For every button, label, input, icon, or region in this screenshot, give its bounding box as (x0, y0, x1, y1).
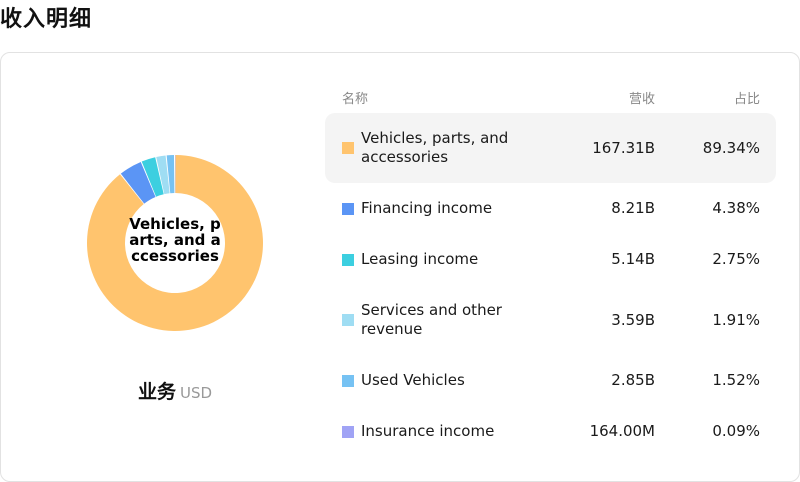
legend-swatch (342, 426, 354, 438)
header-revenue: 营收 (628, 92, 655, 107)
row-revenue: 2.85B (611, 371, 655, 389)
table-row[interactable]: Services and other revenue 3.59B 1.91% (325, 285, 776, 355)
legend-swatch (342, 142, 354, 154)
row-name: Financing income (361, 199, 493, 217)
row-share: 1.91% (712, 311, 760, 329)
row-name: Services and other revenue (361, 301, 502, 338)
legend-swatch (342, 203, 354, 215)
row-share: 0.09% (712, 422, 760, 440)
row-revenue: 8.21B (611, 199, 655, 217)
row-share: 89.34% (702, 139, 760, 157)
row-name: Used Vehicles (361, 371, 465, 389)
legend-swatch (342, 375, 354, 387)
legend-swatch (342, 254, 354, 266)
table-row[interactable]: Insurance income 164.00M 0.09% (325, 406, 776, 456)
row-revenue: 3.59B (611, 311, 655, 329)
row-name: Insurance income (361, 422, 495, 440)
row-revenue: 167.31B (592, 139, 655, 157)
segment-name: 业务 (137, 381, 176, 403)
table-row[interactable]: Leasing income 5.14B 2.75% (325, 234, 776, 284)
donut-svg (87, 155, 263, 331)
donut-slice[interactable] (141, 157, 164, 197)
header-share: 占比 (733, 92, 760, 107)
segment-label[interactable]: 业务 USD (0, 377, 350, 404)
legend-swatch (342, 314, 354, 326)
row-share: 1.52% (712, 371, 760, 389)
donut-slice[interactable] (156, 155, 170, 195)
page-title: 收入明细 (0, 7, 93, 32)
row-revenue: 164.00M (589, 422, 655, 440)
row-name: Leasing income (361, 250, 479, 268)
revenue-donut-chart: Vehicles, parts, and accessories (87, 155, 263, 331)
donut-slice[interactable] (120, 161, 156, 204)
table-row[interactable]: Used Vehicles 2.85B 1.52% (325, 355, 776, 405)
row-share: 2.75% (712, 250, 760, 268)
donut-slice[interactable] (166, 155, 175, 194)
row-name: Vehicles, parts, and accessories (361, 129, 509, 166)
row-revenue: 5.14B (611, 250, 655, 268)
donut-slice[interactable] (87, 155, 263, 331)
table-row[interactable]: Financing income 8.21B 4.38% (325, 183, 776, 233)
currency-label: USD (179, 384, 213, 402)
row-share: 4.38% (712, 199, 760, 217)
donut-center-label: Vehicles, parts, and accessories (129, 216, 221, 265)
header-name: 名称 (342, 92, 369, 107)
table-row[interactable]: Vehicles, parts, and accessories 167.31B… (325, 113, 776, 183)
